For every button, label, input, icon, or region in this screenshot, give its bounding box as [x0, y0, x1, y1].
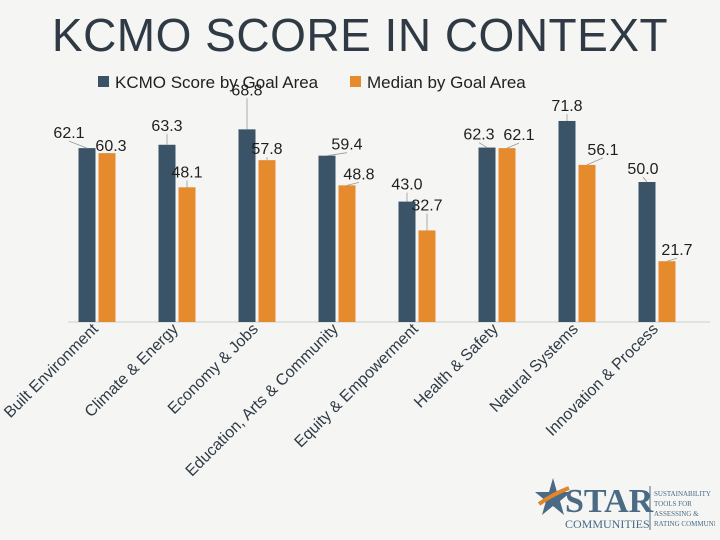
bar-median-0 — [98, 153, 116, 322]
data-label-kcmo-1: 63.3 — [151, 118, 182, 135]
data-label-median-7: 21.7 — [661, 242, 692, 259]
leader-line-median-5 — [506, 142, 520, 149]
bar-kcmo-1 — [158, 144, 176, 322]
bar-kcmo-5 — [478, 147, 496, 322]
legend-swatch-kcmo — [98, 76, 109, 87]
data-label-kcmo-4: 43.0 — [391, 177, 422, 194]
bar-kcmo-0 — [78, 148, 96, 322]
data-label-median-3: 48.8 — [343, 166, 374, 183]
data-label-kcmo-3: 59.4 — [331, 137, 362, 154]
star-emblem-icon — [535, 478, 571, 515]
star-communities-logo: STAR COMMUNITIES SUSTAINABILITY TOOLS FO… — [535, 478, 715, 531]
logo-tagline-1: SUSTAINABILITY — [654, 490, 711, 498]
bar-median-3 — [338, 185, 356, 322]
leader-line-median-6 — [586, 157, 604, 166]
leader-line-kcmo-3 — [326, 152, 348, 157]
bar-kcmo-4 — [398, 201, 416, 322]
bar-median-2 — [258, 160, 276, 322]
bar-median-1 — [178, 187, 196, 322]
bar-median-7 — [658, 261, 676, 322]
legend: KCMO Score by Goal Area Median by Goal A… — [98, 73, 526, 92]
data-label-median-5: 62.1 — [503, 127, 534, 144]
data-label-kcmo-7: 50.0 — [627, 161, 658, 178]
leader-line-median-0 — [106, 152, 112, 155]
category-label-3: Education, Arts & Community — [183, 321, 342, 480]
bar-kcmo-6 — [558, 120, 576, 323]
data-label-kcmo-0: 62.1 — [53, 125, 84, 142]
page-title: KCMO SCORE IN CONTEXT — [51, 9, 669, 61]
bar-median-6 — [578, 164, 596, 322]
category-label-5: Health & Safety — [411, 321, 502, 412]
data-label-median-2: 57.8 — [251, 141, 282, 158]
data-label-kcmo-6: 71.8 — [551, 98, 582, 115]
data-label-median-4: 32.7 — [411, 197, 442, 214]
data-label-median-1: 48.1 — [171, 164, 202, 181]
logo-tagline-3: ASSESSING & — [654, 510, 699, 518]
leader-line-kcmo-0 — [68, 140, 88, 149]
leader-line-kcmo-5 — [478, 142, 488, 148]
bar-kcmo-3 — [318, 155, 336, 322]
legend-label-median: Median by Goal Area — [367, 73, 526, 92]
bar-kcmo-2 — [238, 129, 256, 322]
bar-median-4 — [418, 230, 436, 322]
legend-label-kcmo: KCMO Score by Goal Area — [115, 73, 319, 92]
logo-tagline-4: RATING COMMUNITIES — [654, 520, 715, 528]
logo-name: STAR — [565, 483, 654, 520]
legend-swatch-median — [350, 76, 361, 87]
category-label-6: Natural Systems — [487, 321, 582, 416]
data-label-kcmo-5: 62.3 — [463, 127, 494, 144]
data-label-median-0: 60.3 — [95, 138, 126, 155]
logo-tagline-2: TOOLS FOR — [654, 500, 692, 508]
leader-line-median-7 — [666, 257, 678, 262]
leader-line-kcmo-7 — [642, 176, 648, 183]
bar-median-5 — [498, 148, 516, 322]
leader-line-median-3 — [346, 181, 360, 186]
data-label-median-6: 56.1 — [587, 142, 618, 159]
bar-kcmo-7 — [638, 182, 656, 322]
logo-sub: COMMUNITIES — [565, 517, 650, 531]
data-label-kcmo-2: 68.8 — [231, 82, 262, 99]
